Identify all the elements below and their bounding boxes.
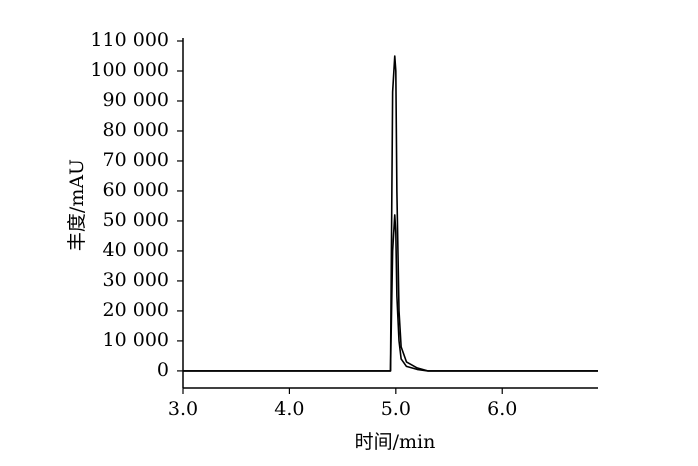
y-tick-label: 60 000: [103, 179, 169, 201]
y-tick-label: 90 000: [103, 89, 169, 111]
y-axis-label: 丰度/mAU: [66, 159, 88, 251]
y-tick-label: 50 000: [103, 209, 169, 231]
y-tick-label: 0: [157, 359, 169, 381]
y-tick-label: 20 000: [103, 299, 169, 321]
y-tick-label: 40 000: [103, 239, 169, 261]
trace: [183, 214, 598, 372]
y-tick-label: 10 000: [103, 329, 169, 351]
y-tick-label: 110 000: [90, 29, 169, 51]
y-tick-label: 30 000: [103, 269, 169, 291]
y-tick-label: 100 000: [90, 59, 169, 81]
y-tick-label: 80 000: [103, 119, 169, 141]
y-tick-label: 70 000: [103, 149, 169, 171]
x-tick-label: 3.0: [168, 398, 198, 420]
x-tick-label: 6.0: [487, 398, 517, 420]
trace: [183, 55, 598, 372]
x-axis-label: 时间/min: [355, 431, 436, 453]
x-tick-label: 4.0: [274, 398, 304, 420]
x-tick-label: 5.0: [381, 398, 411, 420]
